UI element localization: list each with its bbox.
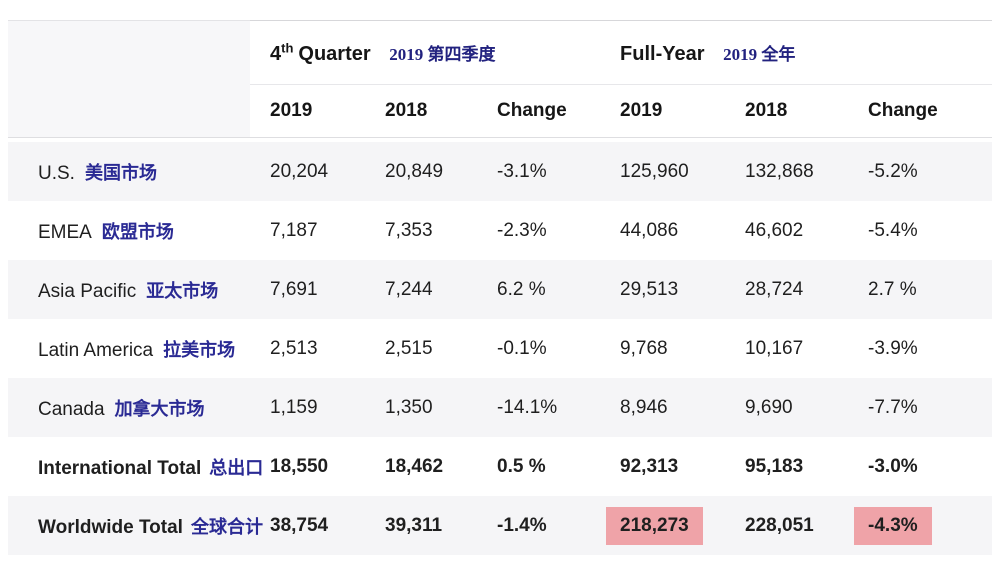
us-fy-2018: 132,868: [725, 138, 849, 201]
worldwide-total-fy-2019: 218,273: [600, 496, 726, 555]
table-row-asia-pacific: Asia Pacific 亚太市场 7,691 7,244 6.2 % 29,51…: [8, 260, 993, 319]
international-total-fy-2018: 95,183: [745, 455, 804, 477]
asia-pacific-q4-2018: 7,244: [365, 260, 477, 319]
latin-america-fy-2019: 9,768: [620, 337, 668, 359]
latin-america-q4-2019: 2,513: [270, 337, 318, 359]
asia-pacific-fy-2018: 28,724: [725, 260, 849, 319]
q4-title: 4th Quarter: [270, 39, 371, 65]
emea-q4-2018: 7,353: [385, 219, 433, 241]
emea-fy-2018: 46,602: [745, 219, 804, 241]
q4-ordinal-sup: th: [281, 39, 294, 55]
row-label-emea: EMEA 欧盟市场: [38, 221, 174, 243]
group-header-row: 4th Quarter 2019 第四季度 Full-Year 2019 全年: [8, 20, 993, 138]
highlight-fy-change-worldwide: -4.3%: [854, 506, 932, 545]
row-label-international-total-zh: 总出口: [209, 457, 264, 478]
row-label-asia-pacific-zh: 亚太市场: [146, 280, 219, 301]
group-header-q4: 4th Quarter 2019 第四季度: [250, 20, 601, 85]
row-label-us: U.S. 美国市场: [8, 138, 250, 201]
latin-america-q4-change: -0.1%: [497, 337, 547, 359]
col-header-q4-2018: 2018: [365, 85, 477, 138]
q4-subtitle-zh: 2019 第四季度: [389, 44, 496, 64]
international-total-q4-change: 0.5 %: [497, 455, 546, 477]
canada-fy-2019: 8,946: [600, 378, 726, 437]
table-body: U.S. 美国市场 20,204 20,849 -3.1% 125,960 132…: [8, 138, 993, 555]
column-header-row: 2019 2018 Change 2019 2018 Change: [8, 85, 993, 138]
table-row-worldwide-total: Worldwide Total 全球合计 38,754 39,311 -1.4% …: [8, 496, 993, 555]
international-total-q4-2018: 18,462: [385, 455, 444, 477]
asia-pacific-fy-2019: 29,513: [600, 260, 726, 319]
table-row-emea: EMEA 欧盟市场 7,187 7,353 -2.3% 44,086 46,602…: [8, 201, 992, 260]
row-label-international-total: International Total 总出口: [38, 457, 264, 479]
emea-q4-2019: 7,187: [270, 219, 318, 241]
emea-fy-change: -5.4%: [868, 219, 918, 241]
row-label-worldwide-total: Worldwide Total 全球合计: [8, 496, 263, 555]
page-container: 4th Quarter 2019 第四季度 Full-Year 2019 全年 2…: [8, 20, 993, 555]
col-header-q4-change: Change: [477, 85, 601, 138]
us-q4-2019: 20,204: [250, 138, 365, 201]
international-total-fy-2019: 92,313: [620, 455, 679, 477]
col-header-q4-2019: 2019: [250, 85, 365, 138]
asia-pacific-q4-change: 6.2 %: [477, 260, 601, 319]
regional-results-table: 4th Quarter 2019 第四季度 Full-Year 2019 全年 2…: [8, 20, 993, 555]
latin-america-fy-change: -3.9%: [868, 337, 918, 359]
canada-q4-2019: 1,159: [250, 378, 365, 437]
us-q4-change: -3.1%: [477, 138, 601, 201]
highlight-fy-2019-worldwide: 218,273: [606, 506, 703, 545]
canada-fy-2018: 9,690: [725, 378, 849, 437]
canada-q4-2018: 1,350: [365, 378, 477, 437]
worldwide-total-fy-2018: 228,051: [725, 496, 849, 555]
canada-fy-change: -7.7%: [848, 378, 993, 437]
fullyear-subtitle-zh: 2019 全年: [723, 44, 796, 64]
emea-fy-2019: 44,086: [620, 219, 679, 241]
worldwide-total-q4-2018: 39,311: [365, 496, 477, 555]
us-fy-2019: 125,960: [600, 138, 726, 201]
row-label-canada-zh: 加拿大市场: [114, 398, 205, 419]
fullyear-title: Full-Year: [620, 42, 705, 65]
table-row-us: U.S. 美国市场 20,204 20,849 -3.1% 125,960 132…: [8, 138, 993, 201]
table-row-canada: Canada 加拿大市场 1,159 1,350 -14.1% 8,946 9,6…: [8, 378, 993, 437]
table-row-international-total: International Total 总出口 18,550 18,462 0.5…: [8, 437, 992, 496]
emea-q4-change: -2.3%: [497, 219, 547, 241]
col-header-fy-2019: 2019: [600, 85, 726, 138]
us-q4-2018: 20,849: [365, 138, 477, 201]
worldwide-total-q4-2019: 38,754: [250, 496, 365, 555]
asia-pacific-fy-change: 2.7 %: [848, 260, 993, 319]
worldwide-total-q4-change: -1.4%: [477, 496, 601, 555]
international-total-q4-2019: 18,550: [270, 455, 329, 477]
header-corner-cell: [8, 20, 250, 138]
row-label-latin-america: Latin America 拉美市场: [38, 339, 236, 361]
canada-q4-change: -14.1%: [477, 378, 601, 437]
group-header-fullyear: Full-Year 2019 全年: [600, 20, 993, 85]
us-fy-change: -5.2%: [848, 138, 993, 201]
col-header-fy-change: Change: [848, 85, 993, 138]
row-label-asia-pacific: Asia Pacific 亚太市场: [8, 260, 250, 319]
table-row-latin-america: Latin America 拉美市场 2,513 2,515 -0.1% 9,76…: [8, 319, 992, 378]
col-header-fy-2018: 2018: [725, 85, 849, 138]
latin-america-fy-2018: 10,167: [745, 337, 804, 359]
asia-pacific-q4-2019: 7,691: [250, 260, 365, 319]
international-total-fy-change: -3.0%: [868, 455, 918, 477]
row-label-canada: Canada 加拿大市场: [8, 378, 250, 437]
table-header: 4th Quarter 2019 第四季度 Full-Year 2019 全年 2…: [8, 20, 993, 138]
row-label-us-zh: 美国市场: [84, 162, 157, 183]
row-label-latin-america-zh: 拉美市场: [163, 339, 236, 360]
latin-america-q4-2018: 2,515: [385, 337, 433, 359]
worldwide-total-fy-change: -4.3%: [848, 496, 993, 555]
row-label-emea-zh: 欧盟市场: [101, 221, 174, 242]
row-label-worldwide-total-zh: 全球合计: [190, 516, 263, 537]
